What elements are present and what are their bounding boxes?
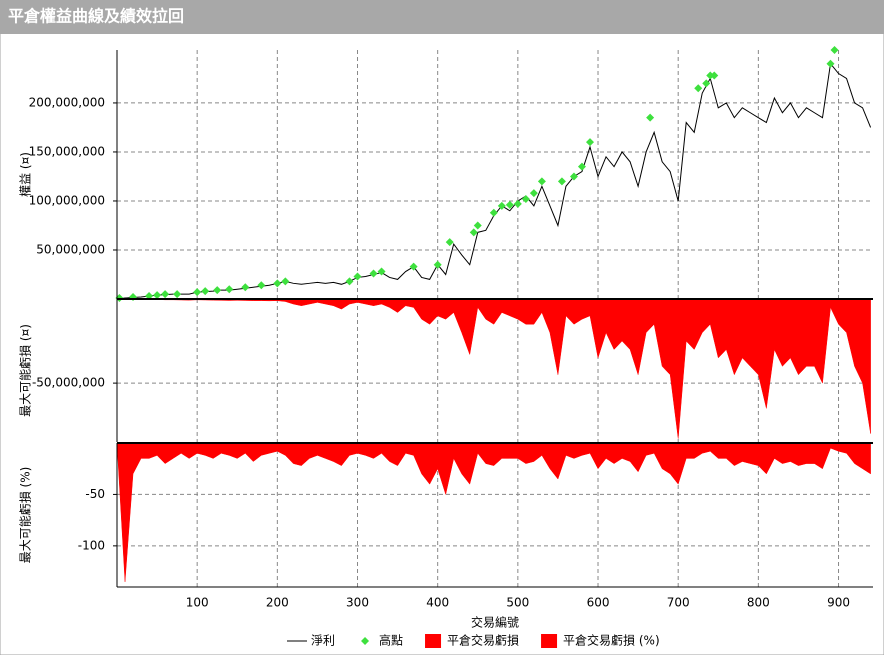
legend-label: 平倉交易虧損 (%) xyxy=(563,633,660,648)
high-marker xyxy=(193,288,202,297)
high-marker xyxy=(473,221,482,230)
high-marker xyxy=(257,281,266,290)
title-bar xyxy=(0,0,884,34)
legend-label: 平倉交易虧損 xyxy=(447,633,519,648)
high-marker xyxy=(377,267,386,276)
high-marker xyxy=(161,290,170,299)
x-tick-label: 500 xyxy=(506,596,529,610)
y-tick-label: 50,000,000 xyxy=(36,242,105,256)
high-marker xyxy=(513,199,522,208)
high-marker xyxy=(469,228,478,237)
high-marker xyxy=(433,260,442,269)
high-marker xyxy=(369,269,378,278)
y-tick-label: 150,000,000 xyxy=(29,144,105,158)
high-marker xyxy=(445,238,454,247)
drawdown-area xyxy=(116,298,871,439)
x-tick-label: 800 xyxy=(747,596,770,610)
high-marker xyxy=(409,262,418,271)
x-tick-label: 600 xyxy=(587,596,610,610)
x-tick-label: 700 xyxy=(667,596,690,610)
high-marker xyxy=(345,277,354,286)
high-marker xyxy=(646,113,655,122)
legend-label: 高點 xyxy=(379,633,403,648)
high-marker xyxy=(557,177,566,186)
high-marker xyxy=(489,208,498,217)
high-marker xyxy=(213,286,222,295)
y-axis-label: 最大可能虧損 (¤) xyxy=(18,324,33,417)
y-axis-label: 權益 (¤) xyxy=(19,152,33,197)
legend-swatch xyxy=(541,634,558,648)
y-tick-label: 100,000,000 xyxy=(29,193,105,207)
drawdown-area xyxy=(116,442,871,582)
high-marker xyxy=(537,177,546,186)
high-marker xyxy=(702,79,711,88)
y-tick-label: -100 xyxy=(78,538,105,552)
y-tick-label: 200,000,000 xyxy=(29,95,105,109)
high-marker xyxy=(281,277,290,286)
high-marker xyxy=(586,138,595,147)
high-marker xyxy=(201,287,210,296)
x-tick-label: 900 xyxy=(827,596,850,610)
x-tick-label: 200 xyxy=(266,596,289,610)
legend-label: 淨利 xyxy=(311,634,335,648)
high-marker xyxy=(153,291,162,300)
high-marker xyxy=(706,71,715,80)
high-marker xyxy=(173,290,182,299)
high-marker xyxy=(569,172,578,181)
chart-title: 平倉權益曲線及績效拉回 xyxy=(8,7,184,26)
legend-swatch xyxy=(425,634,442,648)
high-marker xyxy=(694,84,703,93)
y-tick-label: -50,000,000 xyxy=(32,376,105,390)
x-tick-label: 100 xyxy=(186,596,209,610)
x-tick-label: 300 xyxy=(346,596,369,610)
high-marker xyxy=(577,162,586,171)
x-tick-label: 400 xyxy=(426,596,449,610)
high-marker xyxy=(353,272,362,281)
high-marker xyxy=(273,279,282,288)
high-marker xyxy=(225,285,234,294)
high-marker xyxy=(505,200,514,209)
y-axis-label: 最大可能虧損 (%) xyxy=(18,467,33,564)
high-marker xyxy=(710,71,719,80)
x-axis-label: 交易編號 xyxy=(471,615,519,630)
high-marker xyxy=(241,283,250,292)
high-marker xyxy=(529,189,538,198)
legend-swatch xyxy=(361,637,370,645)
high-marker xyxy=(521,195,530,204)
y-tick-label: -50 xyxy=(85,487,105,501)
high-marker xyxy=(830,46,839,54)
high-marker xyxy=(497,201,506,210)
high-marker xyxy=(826,59,835,68)
